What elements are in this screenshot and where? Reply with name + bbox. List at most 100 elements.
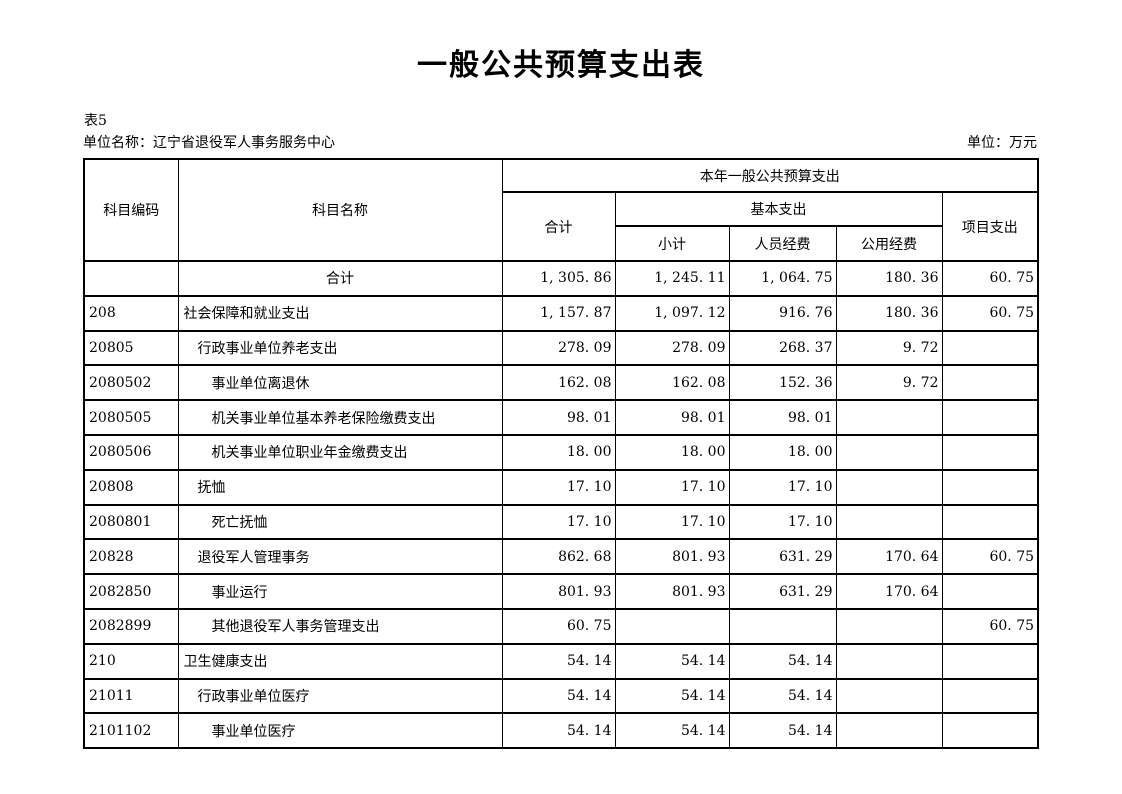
table-row: 2080505 机关事业单位基本养老保险缴费支出 98. 01 98. 01 98. 0… xyxy=(83,399,1039,436)
public-cell xyxy=(835,399,943,436)
personnel-cell: 54. 14 xyxy=(728,712,837,750)
total-cell: 1, 305. 86 xyxy=(501,260,616,297)
personnel-cell: 152. 36 xyxy=(728,364,837,402)
col-header-subject-code: 科目编码 xyxy=(83,158,179,262)
subtotal-cell: 17. 10 xyxy=(614,468,730,506)
public-cell: 9. 72 xyxy=(835,364,943,402)
public-cell xyxy=(835,433,943,471)
code-cell: 2080505 xyxy=(83,399,179,436)
personnel-cell: 54. 14 xyxy=(728,677,837,715)
table-row: 208 社会保障和就业支出 1, 157. 87 1, 097. 12 916. 76 1… xyxy=(83,294,1039,332)
name-cell: 机关事业单位基本养老保险缴费支出 xyxy=(177,399,503,436)
project-cell: 60. 75 xyxy=(941,294,1039,332)
table-header: 科目编码 科目名称 本年一般公共预算支出 合计 基本支出 项目支出 小计 人员经… xyxy=(83,158,1039,262)
table-row: 2080506 机关事业单位职业年金缴费支出 18. 00 18. 00 18. 00 xyxy=(83,433,1039,471)
name-cell: 抚恤 xyxy=(177,468,503,506)
project-cell xyxy=(941,329,1039,367)
subtotal-cell: 801. 93 xyxy=(614,573,730,610)
project-cell: 60. 75 xyxy=(941,260,1039,297)
code-cell: 2082850 xyxy=(83,573,179,610)
personnel-cell: 54. 14 xyxy=(728,642,837,680)
total-cell: 54. 14 xyxy=(501,642,616,680)
project-cell xyxy=(941,399,1039,436)
table-row: 2080502 事业单位离退休 162. 08 162. 08 152. 36 9. 72 xyxy=(83,364,1039,402)
project-cell xyxy=(941,573,1039,610)
table-row: 210 卫生健康支出 54. 14 54. 14 54. 14 xyxy=(83,642,1039,680)
subtotal-cell: 54. 14 xyxy=(614,642,730,680)
code-cell: 2080506 xyxy=(83,433,179,471)
subtotal-cell: 1, 097. 12 xyxy=(614,294,730,332)
subtotal-cell: 278. 09 xyxy=(614,329,730,367)
public-cell xyxy=(835,607,943,645)
table-row: 2101102 事业单位医疗 54. 14 54. 14 54. 14 xyxy=(83,712,1039,750)
total-cell: 1, 157. 87 xyxy=(501,294,616,332)
personnel-cell: 631. 29 xyxy=(728,538,837,576)
subtotal-cell: 54. 14 xyxy=(614,712,730,750)
public-cell: 180. 36 xyxy=(835,260,943,297)
col-header-subject-name: 科目名称 xyxy=(177,158,503,262)
project-cell xyxy=(941,433,1039,471)
table-row: 20808 抚恤 17. 10 17. 10 17. 10 xyxy=(83,468,1039,506)
code-cell: 20808 xyxy=(83,468,179,506)
subtotal-cell: 18. 00 xyxy=(614,433,730,471)
total-cell: 98. 01 xyxy=(501,399,616,436)
col-header-basic-group: 基本支出 xyxy=(614,191,943,227)
project-cell xyxy=(941,642,1039,680)
total-cell: 54. 14 xyxy=(501,677,616,715)
public-cell: 170. 64 xyxy=(835,538,943,576)
public-cell xyxy=(835,677,943,715)
project-cell xyxy=(941,503,1039,541)
code-cell: 2082899 xyxy=(83,607,179,645)
total-cell: 862. 68 xyxy=(501,538,616,576)
subtotal-cell: 801. 93 xyxy=(614,538,730,576)
name-cell: 社会保障和就业支出 xyxy=(177,294,503,332)
project-cell: 60. 75 xyxy=(941,607,1039,645)
subtotal-cell: 54. 14 xyxy=(614,677,730,715)
total-cell: 162. 08 xyxy=(501,364,616,402)
total-cell: 278. 09 xyxy=(501,329,616,367)
total-cell: 801. 93 xyxy=(501,573,616,610)
public-cell xyxy=(835,468,943,506)
unit-label: 单位：万元 xyxy=(967,135,1037,151)
name-cell: 死亡抚恤 xyxy=(177,503,503,541)
personnel-cell: 1, 064. 75 xyxy=(728,260,837,297)
total-cell: 60. 75 xyxy=(501,607,616,645)
name-cell: 退役军人管理事务 xyxy=(177,538,503,576)
table-row: 2082899 其他退役军人事务管理支出 60. 75 60. 75 xyxy=(83,607,1039,645)
code-cell: 208 xyxy=(83,294,179,332)
name-cell: 事业单位医疗 xyxy=(177,712,503,750)
code-cell: 210 xyxy=(83,642,179,680)
public-cell xyxy=(835,712,943,750)
public-cell xyxy=(835,642,943,680)
subtotal-cell: 17. 10 xyxy=(614,503,730,541)
name-cell: 事业运行 xyxy=(177,573,503,610)
page-title: 一般公共预算支出表 xyxy=(417,48,705,83)
total-cell: 17. 10 xyxy=(501,468,616,506)
total-cell: 54. 14 xyxy=(501,712,616,750)
col-header-current-year-group: 本年一般公共预算支出 xyxy=(501,158,1039,193)
budget-table: 科目编码 科目名称 本年一般公共预算支出 合计 基本支出 项目支出 小计 人员经… xyxy=(83,158,1040,750)
project-cell: 60. 75 xyxy=(941,538,1039,576)
col-header-project: 项目支出 xyxy=(941,191,1039,262)
total-cell: 17. 10 xyxy=(501,503,616,541)
subtotal-cell: 162. 08 xyxy=(614,364,730,402)
table-row: 20805 行政事业单位养老支出 278. 09 278. 09 268. 37 9. 7… xyxy=(83,329,1039,367)
table-row: 20828 退役军人管理事务 862. 68 801. 93 631. 29 170. 6… xyxy=(83,538,1039,576)
personnel-cell: 631. 29 xyxy=(728,573,837,610)
project-cell xyxy=(941,712,1039,750)
public-cell: 170. 64 xyxy=(835,573,943,610)
subtotal-cell: 98. 01 xyxy=(614,399,730,436)
personnel-cell: 18. 00 xyxy=(728,433,837,471)
name-cell: 事业单位离退休 xyxy=(177,364,503,402)
col-header-public: 公用经费 xyxy=(835,225,943,262)
personnel-cell: 268. 37 xyxy=(728,329,837,367)
public-cell: 180. 36 xyxy=(835,294,943,332)
table-label: 表5 xyxy=(84,113,107,129)
name-cell: 合计 xyxy=(177,260,503,297)
name-cell: 其他退役军人事务管理支出 xyxy=(177,607,503,645)
name-cell: 卫生健康支出 xyxy=(177,642,503,680)
personnel-cell: 98. 01 xyxy=(728,399,837,436)
unit-info-row: 单位名称：辽宁省退役军人事务服务中心 单位：万元 xyxy=(83,134,1037,152)
personnel-cell: 916. 76 xyxy=(728,294,837,332)
